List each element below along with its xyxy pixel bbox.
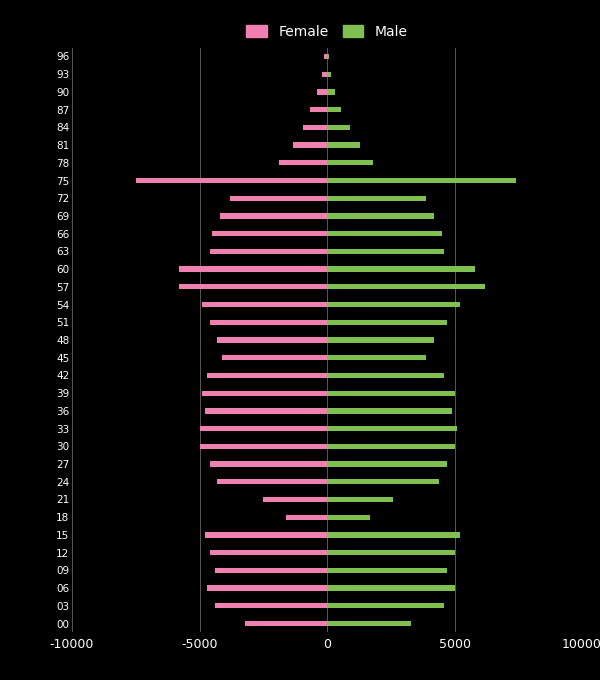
Bar (217, 479, 327, 484)
Bar (215, 603, 327, 609)
Bar (327, 302, 460, 307)
Bar (199, 426, 327, 431)
Bar (202, 302, 327, 307)
Bar (230, 196, 327, 201)
Bar (310, 107, 327, 112)
Bar (327, 373, 444, 378)
Bar (327, 462, 447, 466)
Bar (210, 462, 327, 466)
Bar (263, 497, 327, 502)
Bar (327, 426, 457, 431)
Bar (212, 231, 327, 237)
Bar (327, 107, 341, 112)
Bar (327, 497, 394, 502)
Legend: Female, Male: Female, Male (241, 20, 413, 45)
Bar (286, 515, 327, 520)
Bar (327, 160, 373, 165)
Bar (205, 532, 327, 538)
Bar (327, 568, 447, 573)
Bar (327, 231, 442, 237)
Bar (303, 124, 327, 130)
Bar (327, 142, 360, 148)
Bar (325, 54, 327, 59)
Bar (327, 267, 475, 272)
Bar (179, 267, 327, 272)
Bar (210, 249, 327, 254)
Bar (327, 515, 370, 520)
Bar (179, 284, 327, 290)
Bar (327, 408, 452, 413)
Bar (327, 621, 411, 626)
Bar (317, 89, 327, 95)
Bar (293, 142, 327, 148)
Bar (327, 532, 460, 538)
Bar (327, 214, 434, 218)
Bar (220, 214, 327, 218)
Bar (327, 443, 455, 449)
Bar (199, 443, 327, 449)
Bar (327, 585, 455, 591)
Bar (327, 603, 444, 609)
Bar (327, 550, 455, 556)
Bar (327, 89, 335, 95)
Bar (327, 337, 434, 343)
Bar (202, 390, 327, 396)
Bar (223, 355, 327, 360)
Bar (327, 178, 516, 183)
Bar (217, 337, 327, 343)
Bar (205, 408, 327, 413)
Bar (210, 550, 327, 556)
Bar (322, 71, 327, 77)
Bar (327, 249, 444, 254)
Bar (327, 320, 447, 325)
Bar (327, 124, 350, 130)
Bar (278, 160, 327, 165)
Bar (207, 373, 327, 378)
Bar (327, 196, 427, 201)
Bar (327, 54, 329, 59)
Bar (327, 390, 455, 396)
Bar (327, 71, 331, 77)
Bar (210, 320, 327, 325)
Bar (327, 479, 439, 484)
Bar (245, 621, 327, 626)
Bar (207, 585, 327, 591)
Bar (327, 355, 427, 360)
Bar (136, 178, 327, 183)
Bar (327, 284, 485, 290)
Bar (215, 568, 327, 573)
